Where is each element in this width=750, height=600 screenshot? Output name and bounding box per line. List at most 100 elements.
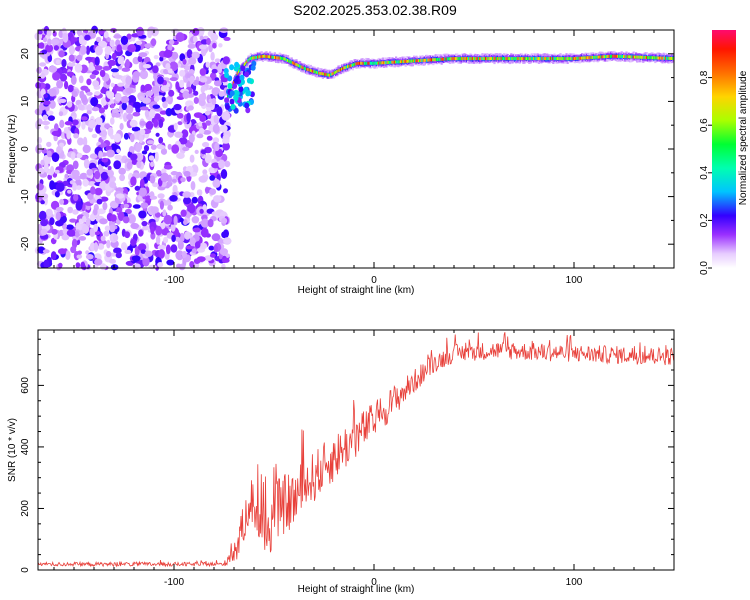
spectrogram-cell [64,121,73,126]
spectrogram-cell [125,75,132,86]
spectrogram-cell [224,97,230,104]
spectrogram-cell [175,81,180,90]
spectrogram-cell [629,55,632,59]
spectrogram-cell [360,61,363,65]
spectrogram-cell [483,57,486,61]
spectrogram-cell [153,55,159,60]
spectrogram-cell [117,82,125,87]
spectrogram-cell [202,141,210,148]
spectrogram-cell [101,129,108,137]
spectrogram-cell [119,174,125,182]
spectrogram-cell [225,104,230,110]
spectrogram-cell [152,65,159,74]
spectrogram-cell [462,57,465,61]
spectrogram-cell [253,56,256,60]
spectrogram-cell [625,55,628,59]
spectrogram-cell [48,65,58,73]
spectrogram-cell [214,142,220,152]
spectrogram-cell [91,70,100,76]
spectrogram-cell [109,224,116,233]
spectrogram-x-label: Height of straight line (km) [298,285,415,296]
spectrogram-cell [193,90,199,96]
spectrogram-cell [497,57,500,61]
spectrogram-cell [469,57,472,61]
spectrogram-cell [111,52,117,61]
spectrogram-cell [227,82,233,89]
snr-y-label: SNR (10 * v/v) [7,418,18,482]
spectrogram-cell [117,211,125,222]
spectrogram-cell [648,56,651,60]
spectrogram-cell [72,209,79,215]
spectrogram-cell [61,234,70,241]
spectrogram-cell [129,146,135,153]
spectrogram-cell [644,55,647,59]
spectrogram-cell [213,114,219,124]
spectrogram-cell [590,56,593,59]
spectrogram-cell [163,236,169,244]
spectrogram-cell [129,133,135,143]
spectrogram-cell [210,33,219,41]
spectrogram-cell [77,103,84,111]
spectrogram-cell [320,72,323,76]
spectrogram-cell [157,76,164,85]
spectrogram-cell [607,55,610,58]
spectrogram-cell [571,57,574,61]
spectrogram-cell [396,60,399,64]
spectrogram-cell [356,62,359,65]
spectrogram-cell [521,57,524,61]
spectrogram-cell [183,196,191,205]
spectrogram-cell [107,126,114,137]
colorbar-gradient [712,30,736,268]
spectrogram-cell [249,56,252,60]
spectrogram-cell [420,59,423,62]
spectrogram-cell [139,128,146,136]
spectrogram-cell [80,45,87,55]
spectrogram-cell [279,56,282,60]
spectrogram-cell [94,45,103,56]
spectrogram-cell [187,203,196,214]
spectrogram-cell [626,55,629,59]
spectrogram-cell [186,211,191,219]
spectrogram-cell [94,187,103,196]
spectrogram-cell [554,57,557,61]
spectrogram-cell [153,96,160,103]
spectrogram-cell [467,57,470,61]
spectrogram-cell [341,67,344,71]
spectrogram-cell [379,61,382,65]
spectrogram-cell [107,59,117,66]
spectrogram-cell [518,57,521,61]
spectrogram-cell [267,55,270,59]
spectrogram-cell [294,62,297,66]
spectrogram-cell [160,172,169,183]
spectrogram-cell [200,149,207,155]
spectrogram-cell [63,127,69,134]
spectrogram-cell [66,229,76,237]
spectrogram-cell [666,56,669,60]
snr-panel: -100 0 100 0 200 400 600 Height of straight l… [7,329,675,595]
spectrogram-cell [351,63,354,67]
spectrogram-cell [127,214,136,224]
spectrogram-cell [52,30,57,37]
spectrogram-cell [93,223,98,232]
spectrogram-cell [193,258,201,264]
y-tick-label: 400 [20,438,31,455]
spectrogram-cell [155,62,161,67]
spectrogram-cell [94,91,101,96]
spectrogram-cell [423,58,426,62]
spectrogram-cell [40,72,46,79]
spectrogram-cell [479,57,482,61]
spectrogram-cell [130,238,137,246]
spectrogram-cell [104,46,112,55]
spectrogram-cell [150,206,159,214]
spectrogram-cell [112,108,120,114]
spectrogram-cell [144,242,149,252]
spectrogram-cell [133,101,141,109]
spectrogram-cell [444,57,447,61]
spectrogram-cell [167,44,173,51]
spectrogram-cell [209,253,216,258]
spectrogram-cell [40,200,45,205]
spectrogram-cell [48,88,57,97]
spectrogram-cell [70,246,77,254]
spectrogram-cell [121,242,127,251]
spectrogram-cell [96,198,103,205]
